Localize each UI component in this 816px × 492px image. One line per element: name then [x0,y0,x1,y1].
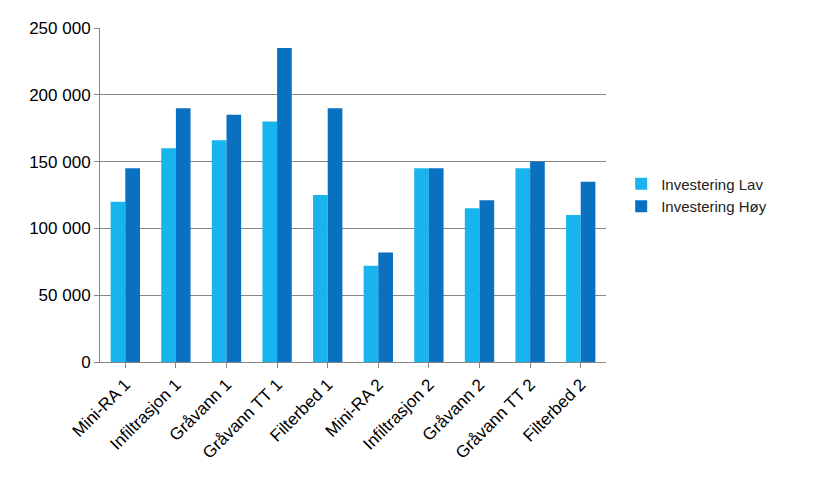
svg-text:Gråvann 2: Gråvann 2 [419,375,489,445]
svg-text:Investering Lav: Investering Lav [661,176,763,193]
svg-text:Infiltrasjon 1: Infiltrasjon 1 [106,375,184,453]
svg-text:100 000: 100 000 [29,219,90,238]
svg-text:Gråvann 1: Gråvann 1 [166,375,236,445]
svg-text:Filterbed 2: Filterbed 2 [519,375,589,445]
svg-text:150 000: 150 000 [29,153,90,172]
svg-text:Infiltrasjon 2: Infiltrasjon 2 [359,375,437,453]
svg-text:250 000: 250 000 [29,19,90,38]
svg-text:50 000: 50 000 [39,286,91,305]
svg-text:0: 0 [81,353,90,372]
svg-text:Filterbed 1: Filterbed 1 [266,375,336,445]
svg-text:Gråvann TT 1: Gråvann TT 1 [199,375,286,462]
svg-text:200 000: 200 000 [29,86,90,105]
svg-text:Mini-RA 1: Mini-RA 1 [69,375,135,441]
svg-text:Investering Høy: Investering Høy [661,198,767,215]
svg-text:Gråvann TT 2: Gråvann TT 2 [452,375,539,462]
svg-text:Mini-RA 2: Mini-RA 2 [322,375,388,441]
